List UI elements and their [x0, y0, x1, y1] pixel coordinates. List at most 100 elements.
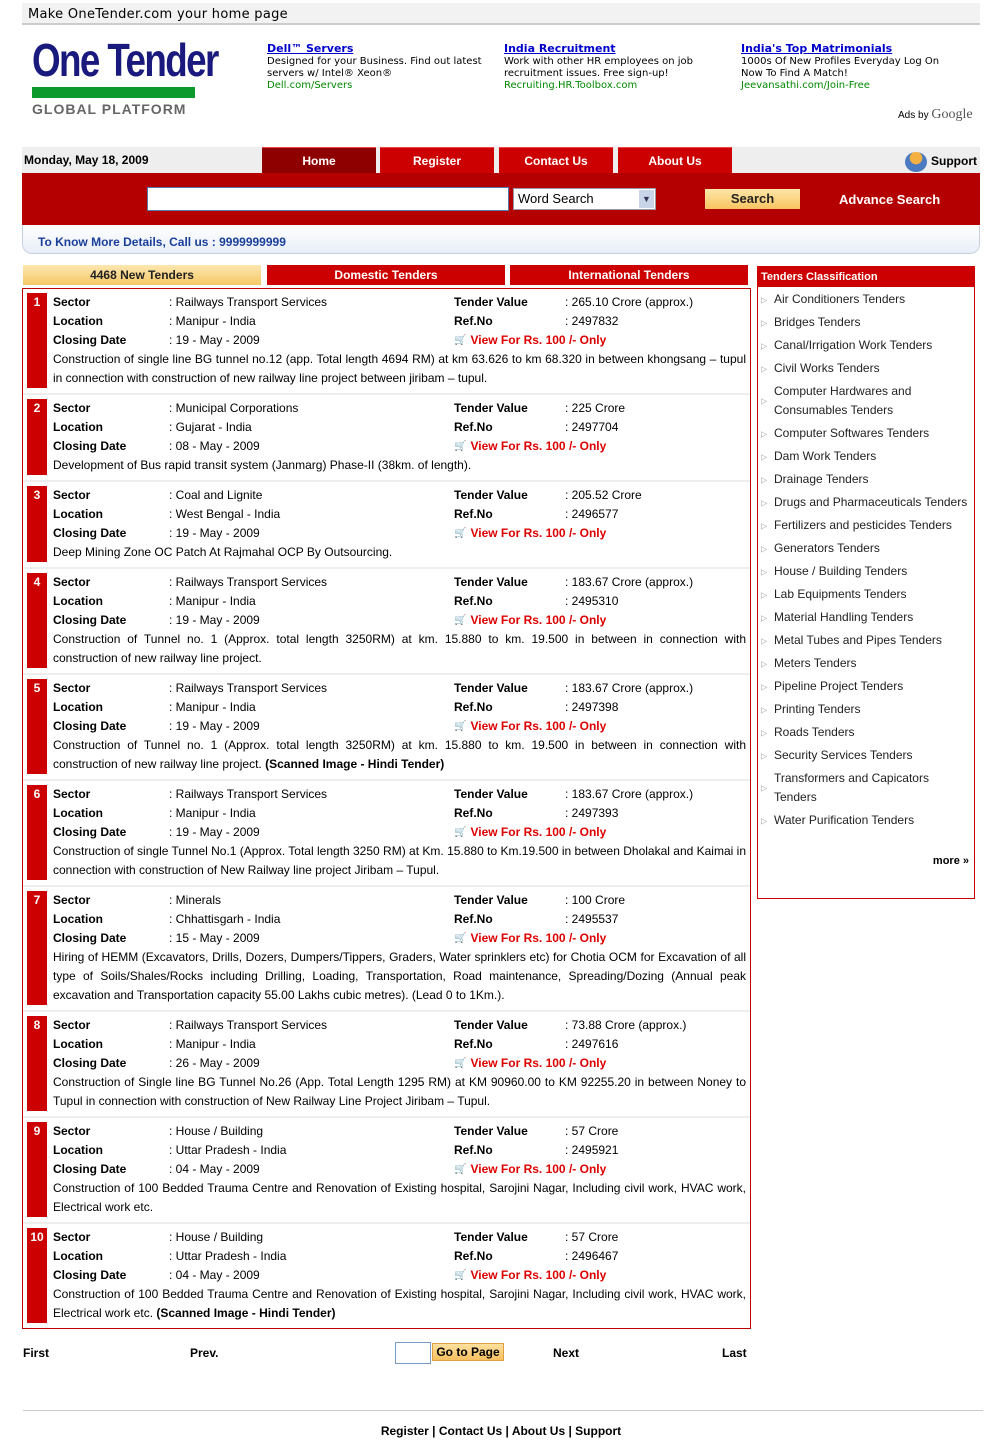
nav-bar: Monday, May 18, 2009 Home Register Conta…	[22, 147, 980, 173]
logo[interactable]: One Tender GLOBAL PLATFORM	[32, 35, 219, 117]
tender-value: : 57 Crore	[565, 1230, 619, 1244]
classification-item[interactable]: Metal Tubes and Pipes Tenders	[761, 631, 972, 650]
tab-new-tenders[interactable]: 4468 New Tenders	[23, 265, 261, 285]
classification-item[interactable]: Computer Hardwares and Consumables Tende…	[761, 382, 972, 420]
tender-row: 9 Sector: House / Building Tender Value:…	[23, 1118, 750, 1224]
prev-page-link[interactable]: Prev.	[190, 1346, 219, 1360]
ad-url[interactable]: Jeevansathi.com/Join-Free	[741, 80, 870, 91]
tender-value-text: 183.67 Crore (approx.)	[571, 575, 694, 589]
classification-item[interactable]: Dam Work Tenders	[761, 447, 972, 466]
view-tender-link[interactable]: 🛒 View For Rs. 100 /- Only	[454, 437, 606, 456]
last-page-link[interactable]: Last	[722, 1346, 747, 1360]
next-page-link[interactable]: Next	[553, 1346, 580, 1360]
classification-item[interactable]: Security Services Tenders	[761, 746, 972, 765]
view-tender-link[interactable]: 🛒 View For Rs. 100 /- Only	[454, 717, 606, 736]
scanned-note: (Scanned Image - Hindi Tender)	[156, 1306, 336, 1320]
view-tender-link[interactable]: 🛒 View For Rs. 100 /- Only	[454, 1054, 606, 1073]
classification-item[interactable]: Drugs and Pharmaceuticals Tenders	[761, 493, 972, 512]
ref-no-text: 2497398	[571, 700, 619, 714]
view-label: View For Rs. 100 /- Only	[470, 1268, 607, 1282]
tab-international-tenders[interactable]: International Tenders	[510, 265, 748, 285]
footer-link[interactable]: Support	[575, 1424, 622, 1438]
ad-title-link[interactable]: Dell™ Servers	[267, 42, 354, 55]
view-tender-link[interactable]: 🛒 View For Rs. 100 /- Only	[454, 1160, 606, 1179]
ref-no-text: 2496467	[571, 1249, 619, 1263]
view-tender-link[interactable]: 🛒 View For Rs. 100 /- Only	[454, 524, 606, 543]
make-homepage-link[interactable]: Make OneTender.com your home page	[22, 3, 980, 25]
sector-text: Coal and Lignite	[175, 488, 263, 502]
tab-about-us[interactable]: About Us	[618, 147, 732, 173]
tender-value: : 100 Crore	[565, 893, 626, 907]
ad-title-link[interactable]: India's Top Matrimonials	[741, 42, 893, 55]
support-link[interactable]: Support	[905, 152, 977, 172]
closing-date-value: : 04 - May - 2009	[169, 1268, 260, 1282]
search-input[interactable]	[147, 187, 509, 211]
closing-date-value: : 19 - May - 2009	[169, 333, 260, 347]
sector-value: : Railways Transport Services	[169, 787, 328, 801]
description-text: Construction of 100 Bedded Trauma Centre…	[53, 1181, 746, 1214]
tender-number: 2	[27, 399, 47, 475]
footer-link[interactable]: Register	[380, 1424, 429, 1438]
tab-domestic-tenders[interactable]: Domestic Tenders	[267, 265, 505, 285]
footer-link[interactable]: About Us	[511, 1424, 566, 1438]
advance-search-link[interactable]: Advance Search	[839, 192, 941, 207]
classification-item[interactable]: Printing Tenders	[761, 700, 972, 719]
tab-home[interactable]: Home	[262, 147, 376, 173]
view-tender-link[interactable]: 🛒 View For Rs. 100 /- Only	[454, 331, 606, 350]
classification-item[interactable]: Drainage Tenders	[761, 470, 972, 489]
cart-icon: 🛒	[454, 441, 467, 452]
ad-title-link[interactable]: India Recruitment	[504, 42, 616, 55]
page-number-input[interactable]	[395, 1342, 431, 1364]
classification-item[interactable]: Transformers and Capicators Tenders	[761, 769, 972, 807]
classification-item[interactable]: Roads Tenders	[761, 723, 972, 742]
closing-date-label: Closing Date	[53, 613, 127, 627]
tender-row: 10 Sector: House / Building Tender Value…	[23, 1224, 750, 1328]
ad-text: 1000s Of New Profiles Everyday Log On No…	[741, 56, 940, 79]
location-label: Location	[53, 806, 103, 820]
footer-divider	[23, 1410, 983, 1411]
classification-item[interactable]: Lab Equipments Tenders	[761, 585, 972, 604]
go-to-page-button[interactable]: Go to Page	[432, 1343, 504, 1361]
view-tender-link[interactable]: 🛒 View For Rs. 100 /- Only	[454, 611, 606, 630]
sector-label: Sector	[53, 1124, 91, 1138]
first-page-link[interactable]: First	[23, 1346, 50, 1360]
tab-register[interactable]: Register	[380, 147, 494, 173]
classification-item[interactable]: Fertilizers and pesticides Tenders	[761, 516, 972, 535]
description-text: Development of Bus rapid transit system …	[53, 458, 472, 472]
location-text: Uttar Pradesh - India	[175, 1249, 287, 1263]
classification-item[interactable]: Material Handling Tenders	[761, 608, 972, 627]
logo-tagline: GLOBAL PLATFORM	[32, 101, 187, 117]
classification-item[interactable]: Bridges Tenders	[761, 313, 972, 332]
classification-item[interactable]: Meters Tenders	[761, 654, 972, 673]
view-tender-link[interactable]: 🛒 View For Rs. 100 /- Only	[454, 1266, 606, 1285]
footer-link[interactable]: Contact Us	[438, 1424, 503, 1438]
tender-description: Construction of single Tunnel No.1 (Appr…	[53, 842, 746, 880]
classification-item[interactable]: House / Building Tenders	[761, 562, 972, 581]
classification-item[interactable]: Air Conditioners Tenders	[761, 290, 972, 309]
closing-date-label: Closing Date	[53, 719, 127, 733]
view-tender-link[interactable]: 🛒 View For Rs. 100 /- Only	[454, 929, 606, 948]
classification-item[interactable]: Water Purification Tenders	[761, 811, 972, 830]
footer-links: Register | Contact Us | About Us | Suppo…	[0, 1424, 1002, 1438]
search-type-select[interactable]: Word Search ▼	[513, 188, 656, 210]
tender-value-label: Tender Value	[454, 488, 528, 502]
search-button[interactable]: Search	[705, 189, 800, 209]
search-type-value: Word Search	[518, 191, 594, 206]
closing-date-label: Closing Date	[53, 931, 127, 945]
classification-item[interactable]: Pipeline Project Tenders	[761, 677, 972, 696]
sector-value: : Railways Transport Services	[169, 1018, 328, 1032]
chevron-down-icon[interactable]: ▼	[639, 190, 654, 208]
ad-url[interactable]: Dell.com/Servers	[267, 80, 353, 91]
ref-no-text: 2495537	[571, 912, 619, 926]
sector-value: : Municipal Corporations	[169, 401, 299, 415]
description-text: Construction of single Tunnel No.1 (Appr…	[53, 844, 746, 877]
ads-by-google[interactable]: Ads by Google	[898, 107, 973, 123]
ad-url[interactable]: Recruiting.HR.Toolbox.com	[504, 80, 638, 91]
view-tender-link[interactable]: 🛒 View For Rs. 100 /- Only	[454, 823, 606, 842]
classification-item[interactable]: Canal/Irrigation Work Tenders	[761, 336, 972, 355]
more-link[interactable]: more »	[932, 855, 969, 867]
classification-item[interactable]: Generators Tenders	[761, 539, 972, 558]
classification-item[interactable]: Computer Softwares Tenders	[761, 424, 972, 443]
classification-item[interactable]: Civil Works Tenders	[761, 359, 972, 378]
tab-contact-us[interactable]: Contact Us	[499, 147, 613, 173]
